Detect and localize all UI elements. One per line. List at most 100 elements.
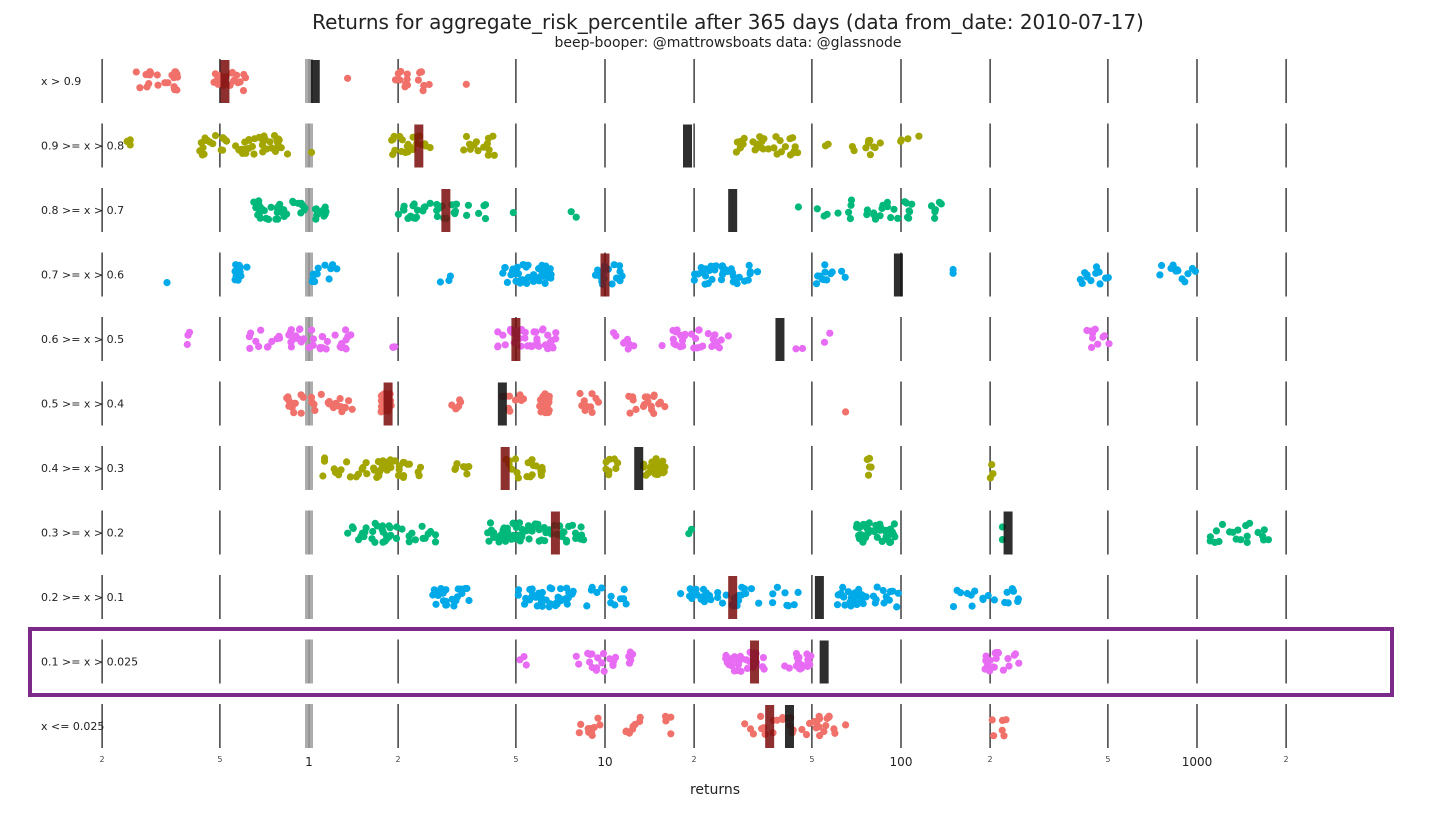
data-point	[880, 599, 888, 607]
data-point	[820, 338, 829, 346]
data-point	[526, 585, 534, 594]
data-point	[394, 210, 402, 218]
data-point	[1242, 522, 1250, 530]
data-point	[271, 147, 280, 155]
data-point	[661, 403, 669, 411]
data-point	[291, 399, 299, 407]
data-point	[1088, 343, 1096, 352]
data-point	[600, 667, 608, 675]
data-point	[267, 203, 275, 211]
data-point	[575, 660, 583, 668]
data-point	[514, 474, 523, 482]
data-point	[524, 522, 533, 530]
data-point	[451, 207, 459, 215]
data-point	[722, 591, 730, 599]
data-point	[319, 472, 327, 480]
data-point	[163, 279, 171, 287]
data-point	[250, 150, 258, 158]
data-point	[867, 527, 876, 535]
data-point	[254, 211, 262, 219]
data-point	[123, 137, 131, 145]
data-point	[297, 209, 305, 217]
data-point	[392, 76, 400, 84]
data-point	[648, 406, 656, 414]
row-6: 0.5 >= x > 0.4	[41, 381, 1287, 426]
data-point	[1215, 537, 1223, 546]
data-point	[577, 523, 585, 531]
data-point	[436, 278, 444, 286]
data-point	[711, 331, 719, 339]
data-point	[602, 465, 610, 473]
data-point	[746, 270, 754, 278]
data-point	[1243, 538, 1251, 547]
data-point	[308, 326, 316, 334]
data-point	[410, 200, 418, 208]
data-point	[232, 142, 240, 150]
data-point	[777, 148, 786, 156]
data-point	[567, 208, 575, 216]
data-point	[321, 261, 329, 269]
data-point	[968, 602, 976, 610]
data-point	[1004, 655, 1012, 663]
data-point	[433, 212, 441, 221]
data-point	[1076, 275, 1084, 284]
data-point	[463, 470, 471, 478]
row-label: 0.9 >= x > 0.8	[41, 140, 124, 153]
data-point	[257, 326, 265, 334]
reference-band	[305, 188, 313, 232]
mean-bar	[310, 60, 320, 103]
data-point	[170, 85, 178, 93]
data-point	[544, 273, 552, 281]
data-point	[311, 406, 319, 414]
data-point	[690, 344, 698, 352]
data-point	[714, 589, 722, 597]
data-point	[826, 329, 834, 337]
data-point	[804, 657, 812, 666]
data-point	[432, 600, 440, 608]
data-point	[845, 208, 853, 216]
data-point	[514, 591, 522, 599]
data-point	[842, 408, 850, 416]
data-point	[373, 522, 381, 530]
row-label: 0.7 >= x > 0.6	[41, 269, 124, 282]
data-point	[785, 664, 793, 672]
data-point	[753, 268, 762, 276]
data-point	[538, 261, 546, 269]
data-point	[658, 342, 666, 350]
data-point	[588, 408, 596, 416]
median-bar	[500, 447, 510, 490]
data-point	[341, 344, 349, 352]
data-point	[865, 519, 873, 527]
data-point	[701, 280, 709, 288]
data-point	[821, 261, 829, 269]
data-point	[1095, 268, 1103, 276]
data-point	[465, 596, 473, 605]
data-point	[744, 276, 752, 284]
data-point	[770, 144, 778, 152]
data-point	[616, 267, 624, 276]
data-point	[548, 585, 556, 593]
data-point	[989, 470, 997, 478]
data-point	[1156, 271, 1164, 279]
data-point	[873, 533, 881, 541]
data-point	[499, 269, 507, 277]
median-bar	[550, 511, 560, 555]
data-point	[173, 73, 182, 81]
data-point	[864, 471, 873, 479]
row-label: 0.1 >= x > 0.025	[41, 656, 138, 669]
data-point	[258, 141, 266, 149]
data-point	[598, 584, 606, 592]
data-point	[442, 597, 450, 605]
data-point	[740, 585, 749, 593]
row-1: x > 0.9	[41, 59, 1287, 103]
data-point	[886, 526, 894, 534]
data-point	[419, 207, 427, 215]
data-point	[198, 151, 206, 159]
data-point	[309, 335, 318, 343]
data-point	[690, 276, 698, 284]
data-point	[1105, 340, 1113, 348]
data-point	[313, 270, 321, 278]
data-point	[820, 727, 828, 736]
data-point	[516, 656, 524, 664]
data-point	[413, 206, 422, 214]
